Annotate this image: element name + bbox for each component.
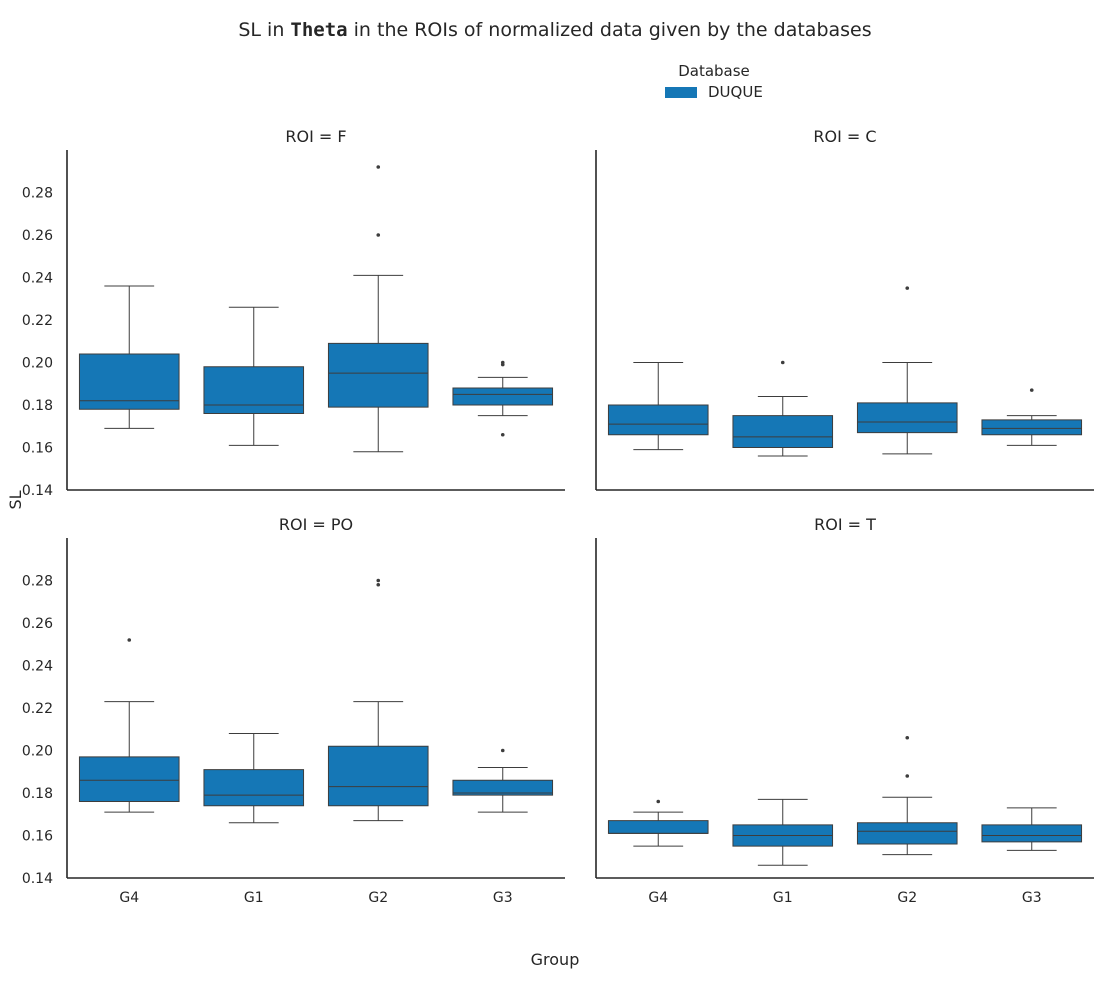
box-iqr [203, 769, 305, 807]
box-g2 [327, 165, 429, 453]
box-iqr [607, 820, 709, 834]
box-iqr [856, 822, 958, 845]
x-axis-label: Group [531, 950, 580, 969]
y-tick-label: 0.24 [22, 271, 53, 287]
panel-roi-t: ROI = T G4 G1 G2 G3 [595, 515, 1094, 906]
y-tick-label: 0.18 [22, 398, 53, 414]
x-tick-label: G2 [368, 890, 388, 906]
outlier-point [376, 582, 381, 587]
box-iqr [452, 387, 554, 406]
x-tick-label: G1 [244, 890, 264, 906]
outlier-point [500, 748, 505, 753]
legend-title: Database [678, 62, 750, 80]
box-g3 [981, 388, 1083, 446]
legend: Database DUQUE [665, 62, 763, 101]
y-tick-label: 0.18 [22, 786, 53, 802]
outlier-point [500, 360, 505, 365]
x-tick-label: G1 [773, 890, 793, 906]
box-iqr [78, 353, 180, 410]
y-tick-label: 0.16 [22, 441, 53, 457]
box-iqr [607, 404, 709, 436]
panel-title: ROI = C [813, 127, 876, 146]
box-iqr [327, 342, 429, 408]
outlier-point [1029, 388, 1034, 392]
box-g4 [78, 285, 180, 429]
legend-swatch-duque [665, 87, 697, 98]
x-tick-label: G3 [493, 890, 513, 906]
panel-roi-po: ROI = PO 0.14 0.16 0.18 0.20 0.22 0.24 0.26 0.28… [22, 515, 565, 906]
box-iqr [732, 415, 834, 448]
outlier-point [656, 799, 661, 804]
panel-title: ROI = F [285, 127, 346, 146]
outlier-point [905, 735, 910, 740]
box-g2 [327, 578, 429, 822]
box-g3 [452, 748, 554, 813]
y-tick-label: 0.14 [22, 483, 53, 499]
box-g1 [732, 798, 834, 866]
panel-title: ROI = PO [279, 515, 353, 534]
x-tick-label: G4 [119, 890, 139, 906]
outlier-point [376, 165, 381, 169]
outlier-point [500, 432, 505, 437]
outlier-point [905, 774, 910, 778]
box-g2 [856, 286, 958, 455]
box-g1 [203, 306, 305, 446]
box-g1 [732, 360, 834, 457]
outlier-point [376, 578, 381, 583]
outlier-point [127, 638, 132, 642]
box-iqr [78, 756, 180, 802]
y-tick-label: 0.26 [22, 616, 53, 632]
y-tick-label: 0.28 [22, 574, 53, 590]
box-g4 [78, 638, 180, 813]
box-g3 [981, 807, 1083, 851]
x-tick-label: G4 [648, 890, 668, 906]
box-iqr [452, 779, 554, 796]
chart-title: SL in Theta in the ROIs of normalized da… [238, 19, 871, 41]
outlier-point [905, 286, 910, 290]
panel-roi-c: ROI = C [595, 127, 1094, 491]
box-g2 [856, 735, 958, 856]
y-tick-label: 0.28 [22, 186, 53, 202]
y-tick-label: 0.20 [22, 356, 53, 372]
legend-label-duque: DUQUE [708, 83, 763, 101]
box-iqr [856, 402, 958, 434]
box-iqr [203, 366, 305, 414]
box-iqr [981, 419, 1083, 436]
box-g1 [203, 733, 305, 824]
outlier-point [376, 233, 381, 237]
y-tick-label: 0.16 [22, 829, 53, 845]
panel-roi-f: ROI = F 0.14 0.16 0.18 0.20 0.22 0.24 0.26 0.28 [22, 127, 565, 499]
y-tick-label: 0.26 [22, 228, 53, 244]
y-tick-label: 0.14 [22, 871, 53, 887]
box-g3 [452, 360, 554, 437]
y-axis-label: SL [6, 490, 25, 509]
y-tick-label: 0.22 [22, 701, 53, 717]
y-tick-label: 0.20 [22, 744, 53, 760]
panel-title: ROI = T [814, 515, 876, 534]
outlier-point [780, 360, 785, 365]
y-tick-label: 0.24 [22, 659, 53, 675]
box-iqr [327, 745, 429, 807]
box-g4 [607, 799, 709, 847]
x-tick-label: G3 [1022, 890, 1042, 906]
y-tick-label: 0.22 [22, 313, 53, 329]
box-g4 [607, 362, 709, 451]
x-tick-label: G2 [897, 890, 917, 906]
box-iqr [981, 824, 1083, 843]
